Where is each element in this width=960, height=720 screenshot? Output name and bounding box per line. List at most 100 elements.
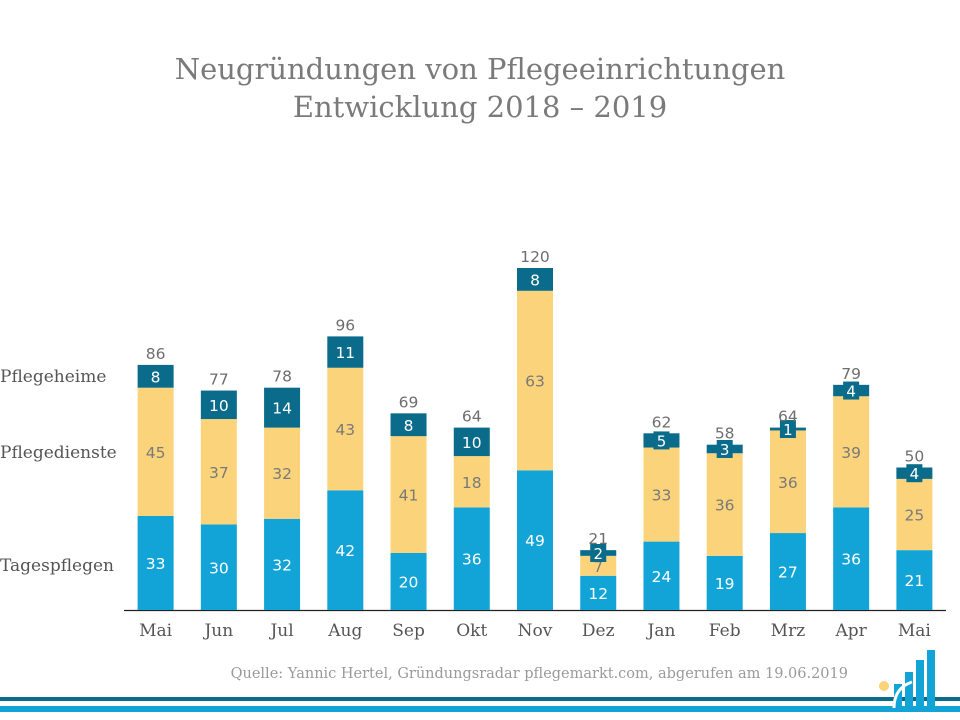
bar-segment-pflegeheime	[390, 413, 427, 437]
bar-segment-tagespflegen	[137, 515, 174, 610]
data-label: 32	[272, 465, 292, 483]
source-note: Quelle: Yannic Hertel, Gründungsradar pf…	[230, 666, 848, 682]
bar-segment-tagespflegen	[453, 507, 490, 610]
bar-segment-pflegeheime	[264, 387, 301, 428]
data-label: 30	[209, 559, 229, 577]
total-label: 86	[146, 345, 166, 363]
pflegemarkt-logo-icon	[879, 650, 935, 708]
data-label: 20	[399, 574, 419, 592]
total-label: 58	[715, 425, 735, 443]
bar-segment-tagespflegen	[390, 553, 427, 610]
bar-segment-tagespflegen	[896, 550, 933, 610]
total-label: 64	[778, 408, 798, 426]
data-label: 42	[335, 542, 355, 560]
x-tick-label: Mai	[898, 621, 932, 641]
bar-segment-pflegedienste	[453, 456, 490, 508]
data-label: 36	[715, 497, 735, 515]
footer-line-blue	[0, 706, 960, 712]
total-label: 62	[652, 413, 672, 431]
total-label: 21	[588, 530, 608, 548]
data-label: 37	[209, 464, 229, 482]
data-label: 27	[778, 564, 798, 582]
value-label-box	[843, 381, 860, 400]
x-tick-label: Okt	[456, 621, 487, 641]
value-label-box	[590, 544, 607, 562]
data-label: 45	[146, 444, 166, 462]
footer-line-dark	[0, 697, 960, 701]
data-label: 4	[910, 465, 920, 483]
data-label: 14	[272, 400, 292, 418]
total-label: 96	[335, 316, 355, 334]
data-label: 39	[841, 444, 861, 462]
bar-segment-pflegedienste	[769, 430, 806, 534]
total-label: 64	[462, 408, 482, 426]
data-label: 33	[652, 487, 672, 505]
bar-segment-pflegeheime	[453, 427, 490, 457]
bar-segment-pflegeheime	[200, 390, 237, 420]
x-tick-label: Mai	[139, 621, 173, 641]
bar-segment-pflegedienste	[137, 387, 174, 516]
x-tick-label: Mrz	[771, 621, 806, 641]
data-label: 21	[905, 572, 925, 590]
data-label: 43	[335, 421, 355, 439]
data-label: 7	[593, 558, 603, 576]
data-label: 4	[846, 383, 856, 401]
data-label: 8	[151, 368, 161, 386]
bar-segment-pflegedienste	[643, 447, 680, 542]
bar-segment-tagespflegen	[833, 507, 870, 610]
data-label: 33	[146, 555, 166, 573]
total-label: 69	[399, 393, 419, 411]
bar-segment-pflegedienste	[706, 453, 743, 556]
data-label: 36	[462, 551, 482, 569]
data-label: 11	[335, 344, 355, 362]
x-tick-label: Jun	[202, 621, 233, 641]
x-tick-label: Feb	[709, 621, 741, 641]
data-label: 8	[530, 271, 540, 289]
x-tick-label: Aug	[327, 621, 362, 641]
total-label: 120	[520, 248, 550, 266]
bar-segment-pflegedienste	[327, 367, 364, 491]
bar-segment-pflegeheime	[137, 364, 174, 388]
total-label: 79	[841, 365, 861, 383]
total-label: 78	[272, 368, 292, 386]
x-tick-label: Nov	[518, 621, 553, 641]
x-tick-label: Jan	[646, 621, 676, 641]
data-label: 2	[593, 545, 603, 563]
value-label-box	[653, 431, 670, 450]
x-tick-label: Sep	[392, 621, 425, 641]
data-label: 49	[525, 532, 545, 550]
data-label: 19	[715, 575, 735, 593]
bar-segment-tagespflegen	[769, 533, 806, 610]
bar-segment-tagespflegen	[706, 555, 743, 610]
data-label: 3	[720, 441, 730, 459]
data-label: 36	[778, 474, 798, 492]
bar-segment-tagespflegen	[264, 518, 301, 610]
bar-segment-tagespflegen	[327, 490, 364, 610]
bar-segment-pflegedienste	[896, 478, 933, 551]
total-label: 77	[209, 371, 229, 389]
legend-label-tagespflegen: Tagespflegen	[0, 556, 114, 576]
value-label-box	[716, 439, 733, 458]
data-label: 36	[841, 551, 861, 569]
x-tick-label: Jul	[268, 621, 293, 641]
bar-segment-pflegedienste	[517, 290, 553, 471]
data-label: 10	[209, 397, 229, 415]
bar-segment-pflegeheime	[327, 336, 364, 368]
bar-segment-tagespflegen	[580, 575, 617, 610]
bar-segment-tagespflegen	[200, 524, 237, 610]
data-label: 32	[272, 556, 292, 574]
data-label: 10	[462, 434, 482, 452]
bar-segment-tagespflegen	[643, 541, 680, 610]
legend-label-pflegeheime: Pflegeheime	[0, 367, 106, 387]
chart-title: Neugründungen von Pflegeeinrichtungen	[174, 52, 786, 86]
bar-segment-tagespflegen	[517, 470, 553, 610]
data-label: 1	[783, 421, 793, 439]
data-label: 5	[657, 432, 667, 450]
total-label: 50	[905, 448, 925, 466]
data-label: 24	[652, 568, 672, 586]
bar-segment-pflegedienste	[200, 419, 237, 525]
x-tick-label: Dez	[582, 621, 615, 641]
data-label: 25	[905, 507, 925, 525]
legend-label-pflegedienste: Pflegedienste	[0, 443, 117, 463]
